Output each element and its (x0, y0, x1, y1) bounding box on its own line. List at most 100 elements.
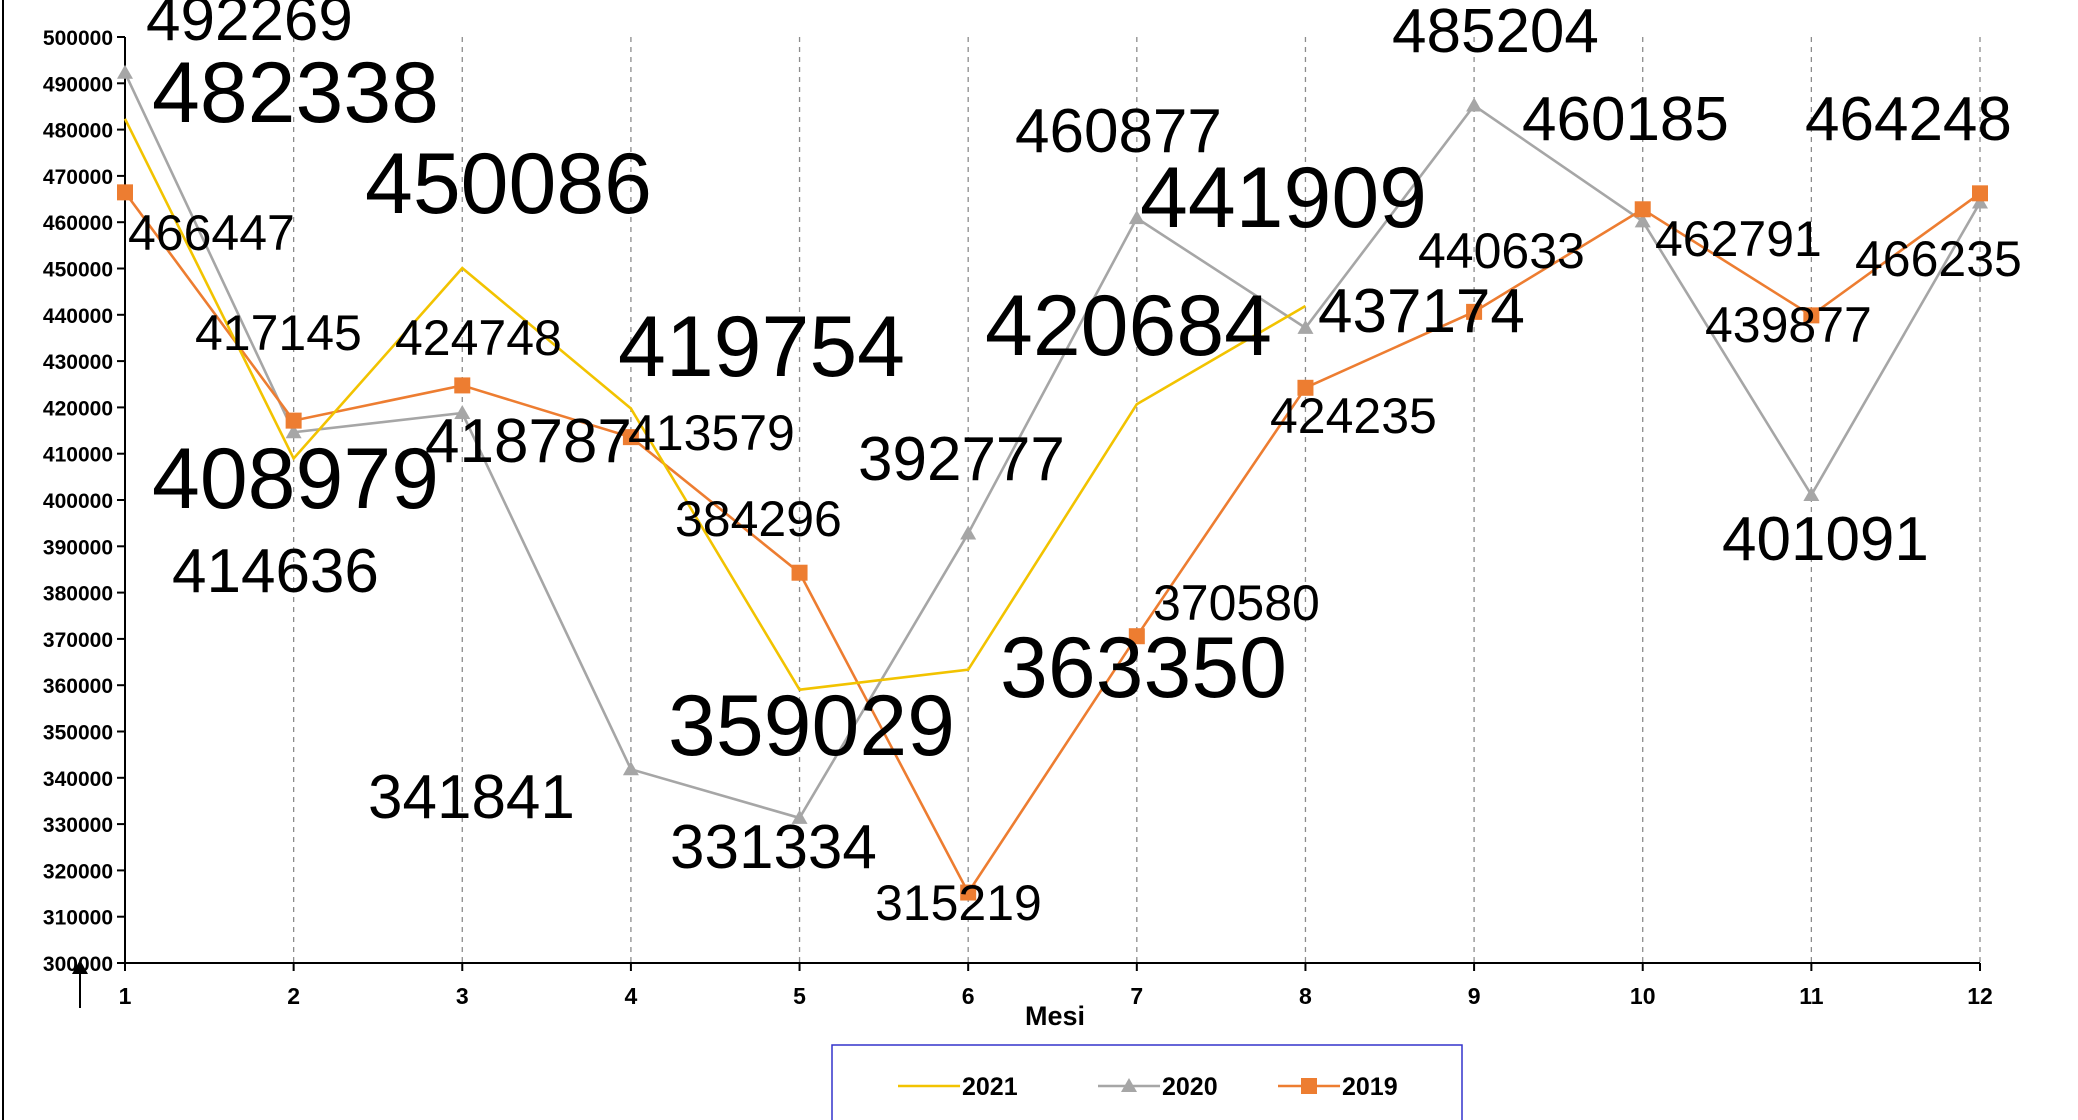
data-label: 408979 (152, 431, 439, 527)
series-point-2020 (1297, 319, 1314, 334)
data-label: 418787 (425, 407, 632, 476)
y-tick-label: 480000 (43, 120, 113, 143)
series-line-2019 (123, 191, 1981, 896)
series-point-2019 (1972, 185, 1988, 202)
data-label: 460877 (1015, 97, 1222, 166)
data-label: 424235 (1270, 388, 1437, 444)
legend-item-2020: 2020 (1098, 1073, 1218, 1101)
data-label: 437174 (1318, 277, 1525, 346)
y-tick-label: 380000 (43, 583, 113, 606)
series-lines (117, 64, 1988, 901)
legend: 2021 2020 2019 (831, 1044, 1463, 1120)
series-2021 (123, 118, 1307, 692)
data-label: 413579 (628, 405, 795, 461)
series-point-2020 (1466, 97, 1483, 112)
series-point-2019 (1466, 303, 1483, 320)
series-point-2020 (791, 809, 808, 824)
data-label: 392777 (858, 425, 1065, 494)
series-point-2019 (454, 377, 471, 394)
data-label: 315219 (875, 875, 1042, 931)
legend-box (831, 1044, 1463, 1120)
data-label: 420684 (985, 278, 1272, 374)
y-tick-label: 300000 (43, 953, 113, 976)
series-line-2021 (123, 118, 1307, 692)
legend-label: 2021 (962, 1073, 1018, 1101)
x-tick-label: 1 (119, 983, 132, 1009)
x-tick-label: 8 (1299, 983, 1312, 1009)
data-label: 482338 (152, 45, 439, 141)
x-axis-label: Mesi (1025, 1001, 1085, 1031)
data-label: 419754 (618, 299, 905, 395)
data-label: 363350 (1000, 620, 1287, 716)
data-label: 370580 (1153, 575, 1320, 631)
data-label: 424748 (395, 310, 562, 366)
series-point-2020 (1972, 194, 1988, 209)
series-point-2019 (791, 564, 808, 581)
legend-swatch-marker (1121, 1078, 1137, 1092)
series-point-2019 (1128, 628, 1145, 645)
series-line-2020 (123, 72, 1982, 820)
axis-arrow-head (72, 960, 88, 974)
y-tick-label: 410000 (43, 444, 113, 467)
series-point-2020 (1634, 213, 1651, 228)
y-tick-label: 310000 (43, 907, 113, 930)
series-point-2020 (285, 424, 302, 439)
data-label: 359029 (668, 678, 955, 774)
y-tick-label: 390000 (43, 536, 113, 559)
data-label: 331334 (670, 813, 877, 882)
y-tick-label: 400000 (43, 490, 113, 513)
x-tick-label: 5 (793, 983, 806, 1009)
y-tick-label: 330000 (43, 814, 113, 837)
x-tick-label: 11 (1799, 983, 1824, 1009)
x-tick-label: 6 (962, 983, 975, 1009)
data-label: 341841 (368, 763, 575, 832)
data-label: 414636 (172, 537, 379, 606)
y-tick-label: 370000 (43, 629, 113, 652)
y-tick-label: 340000 (43, 768, 113, 791)
data-label: 492269 (146, 0, 353, 54)
data-label: 417145 (195, 305, 362, 361)
x-tick-label: 7 (1130, 983, 1143, 1009)
data-label: 466447 (128, 205, 295, 261)
y-tick-label: 360000 (43, 675, 113, 698)
x-axis-ticks: 1 2 3 4 5 6 7 8 9 10 11 12 (119, 963, 1993, 1009)
y-tick-label: 420000 (43, 397, 113, 420)
y-axis-ticks: 300000 310000 320000 330000 340000 350000 3600… (43, 27, 125, 976)
data-label: 450086 (365, 136, 652, 232)
series-point-2019 (1803, 307, 1820, 324)
data-label: 485204 (1392, 0, 1599, 66)
legend-swatch-marker (1301, 1078, 1317, 1094)
x-tick-label: 10 (1630, 983, 1656, 1009)
legend-item-2021: 2021 (898, 1073, 1018, 1101)
data-label: 440633 (1418, 223, 1585, 279)
series-point-2020 (960, 525, 977, 540)
x-tick-label: 3 (456, 983, 469, 1009)
data-label: 401091 (1722, 505, 1929, 574)
series-point-2020 (1128, 210, 1145, 225)
data-label: 441909 (1140, 150, 1427, 246)
series-2019 (117, 184, 1988, 901)
series-point-2019 (1297, 379, 1314, 396)
y-tick-label: 440000 (43, 305, 113, 328)
y-tick-label: 350000 (43, 722, 113, 745)
legend-label: 2019 (1342, 1073, 1398, 1101)
x-tick-label: 9 (1468, 983, 1481, 1009)
series-point-2019 (1634, 201, 1651, 218)
y-tick-label: 500000 (43, 27, 113, 50)
x-tick-label: 4 (625, 983, 638, 1009)
series-point-2019 (960, 884, 977, 901)
y-tick-label: 320000 (43, 860, 113, 883)
series-point-2019 (285, 412, 302, 429)
x-tick-label: 2 (287, 983, 300, 1009)
y-tick-label: 470000 (43, 166, 113, 189)
data-label: 464248 (1805, 85, 2012, 154)
series-point-2020 (117, 64, 133, 79)
data-label: 384296 (675, 491, 842, 547)
series-point-2020 (1803, 486, 1820, 501)
legend-label: 2020 (1162, 1073, 1218, 1101)
y-tick-label: 490000 (43, 73, 113, 96)
series-point-2019 (117, 184, 133, 201)
data-label: 439877 (1705, 297, 1872, 353)
